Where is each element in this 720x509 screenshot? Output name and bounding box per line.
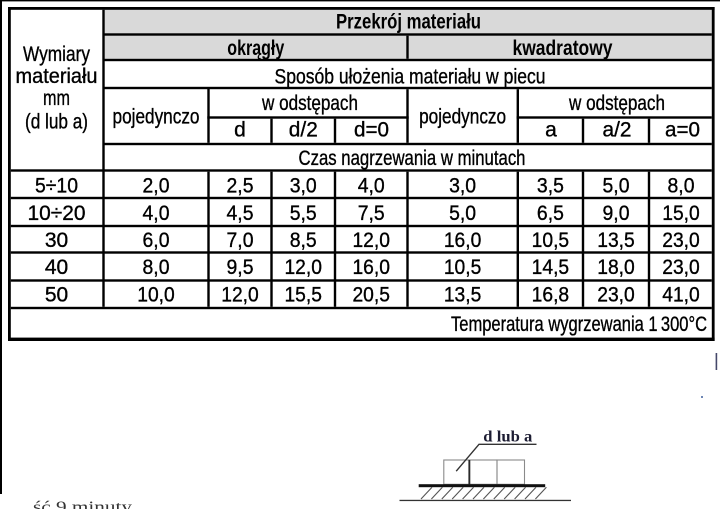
svg-text:30: 30	[45, 229, 68, 252]
svg-text:d: d	[234, 119, 246, 142]
svg-text:a/2: a/2	[603, 119, 632, 142]
svg-text:20,5: 20,5	[352, 284, 390, 307]
svg-text:10,5: 10,5	[532, 229, 570, 252]
svg-text:materiału: materiału	[16, 65, 98, 88]
svg-text:23,0: 23,0	[662, 256, 700, 279]
svg-text:4,5: 4,5	[227, 202, 254, 225]
svg-text:w odstępach: w odstępach	[261, 92, 358, 115]
svg-text:9,0: 9,0	[603, 202, 630, 225]
svg-text:5÷10: 5÷10	[35, 175, 78, 198]
svg-text:4,0: 4,0	[358, 175, 385, 198]
svg-text:10,5: 10,5	[444, 256, 482, 279]
svg-text:mm: mm	[43, 87, 70, 110]
svg-text:12,0: 12,0	[221, 284, 259, 307]
svg-text:5,5: 5,5	[290, 202, 317, 225]
svg-text:kwadratowy: kwadratowy	[513, 37, 613, 60]
svg-text:a=0: a=0	[665, 119, 700, 142]
svg-text:15,5: 15,5	[284, 284, 322, 307]
svg-text:16,0: 16,0	[444, 229, 482, 252]
svg-text:13,5: 13,5	[597, 229, 635, 252]
svg-text:8,5: 8,5	[290, 229, 317, 252]
svg-text:Sposób ułożenia materiału w pi: Sposób ułożenia materiału w piecu	[275, 65, 546, 88]
svg-text:3,0: 3,0	[290, 175, 317, 198]
svg-text:pojedynczo: pojedynczo	[113, 105, 200, 128]
svg-text:6,5: 6,5	[537, 202, 564, 225]
svg-text:d lub a: d lub a	[483, 428, 532, 445]
svg-text:d=0: d=0	[354, 119, 389, 142]
svg-text:Przekrój materiału: Przekrój materiału	[336, 11, 481, 34]
svg-text:16,0: 16,0	[352, 256, 390, 279]
svg-text:7,0: 7,0	[227, 229, 254, 252]
svg-text:okrągły: okrągły	[227, 37, 284, 60]
svg-text:8,0: 8,0	[668, 175, 695, 198]
svg-text:5,0: 5,0	[449, 202, 476, 225]
svg-text:16,8: 16,8	[532, 284, 570, 307]
svg-text:ść 9 minuty: ść 9 minuty	[33, 499, 132, 509]
svg-text:18,0: 18,0	[597, 256, 635, 279]
svg-text:a: a	[545, 119, 557, 142]
svg-text:50: 50	[45, 284, 68, 307]
svg-text:15,0: 15,0	[662, 202, 700, 225]
svg-text:Czas nagrzewania w minutach: Czas nagrzewania w minutach	[299, 147, 526, 170]
svg-text:10,0: 10,0	[137, 284, 175, 307]
svg-text:7,5: 7,5	[358, 202, 385, 225]
svg-text:2,0: 2,0	[143, 175, 170, 198]
svg-text:2,5: 2,5	[227, 175, 254, 198]
svg-text:23,0: 23,0	[597, 284, 635, 307]
svg-text:12,0: 12,0	[284, 256, 322, 279]
svg-text:4,0: 4,0	[143, 202, 170, 225]
svg-text:13,5: 13,5	[444, 284, 482, 307]
svg-text:3,0: 3,0	[449, 175, 476, 198]
svg-text:w odstępach: w odstępach	[568, 92, 665, 115]
svg-text:14,5: 14,5	[532, 256, 570, 279]
svg-text:6,0: 6,0	[143, 229, 170, 252]
svg-text:Wymiary: Wymiary	[23, 43, 90, 66]
svg-text:9,5: 9,5	[227, 256, 254, 279]
svg-text:23,0: 23,0	[662, 229, 700, 252]
svg-text:d/2: d/2	[289, 119, 318, 142]
svg-text:Temperatura wygrzewania 1 300°: Temperatura wygrzewania 1 300°C	[451, 313, 707, 336]
svg-text:41,0: 41,0	[662, 284, 700, 307]
svg-text:pojedynczo: pojedynczo	[419, 105, 506, 128]
svg-text:12,0: 12,0	[352, 229, 390, 252]
svg-text:5,0: 5,0	[603, 175, 630, 198]
svg-text:(d lub a): (d lub a)	[25, 111, 88, 134]
svg-text:3,5: 3,5	[537, 175, 564, 198]
svg-text:8,0: 8,0	[143, 256, 170, 279]
svg-text:40: 40	[45, 256, 68, 279]
svg-text:10÷20: 10÷20	[28, 202, 86, 225]
